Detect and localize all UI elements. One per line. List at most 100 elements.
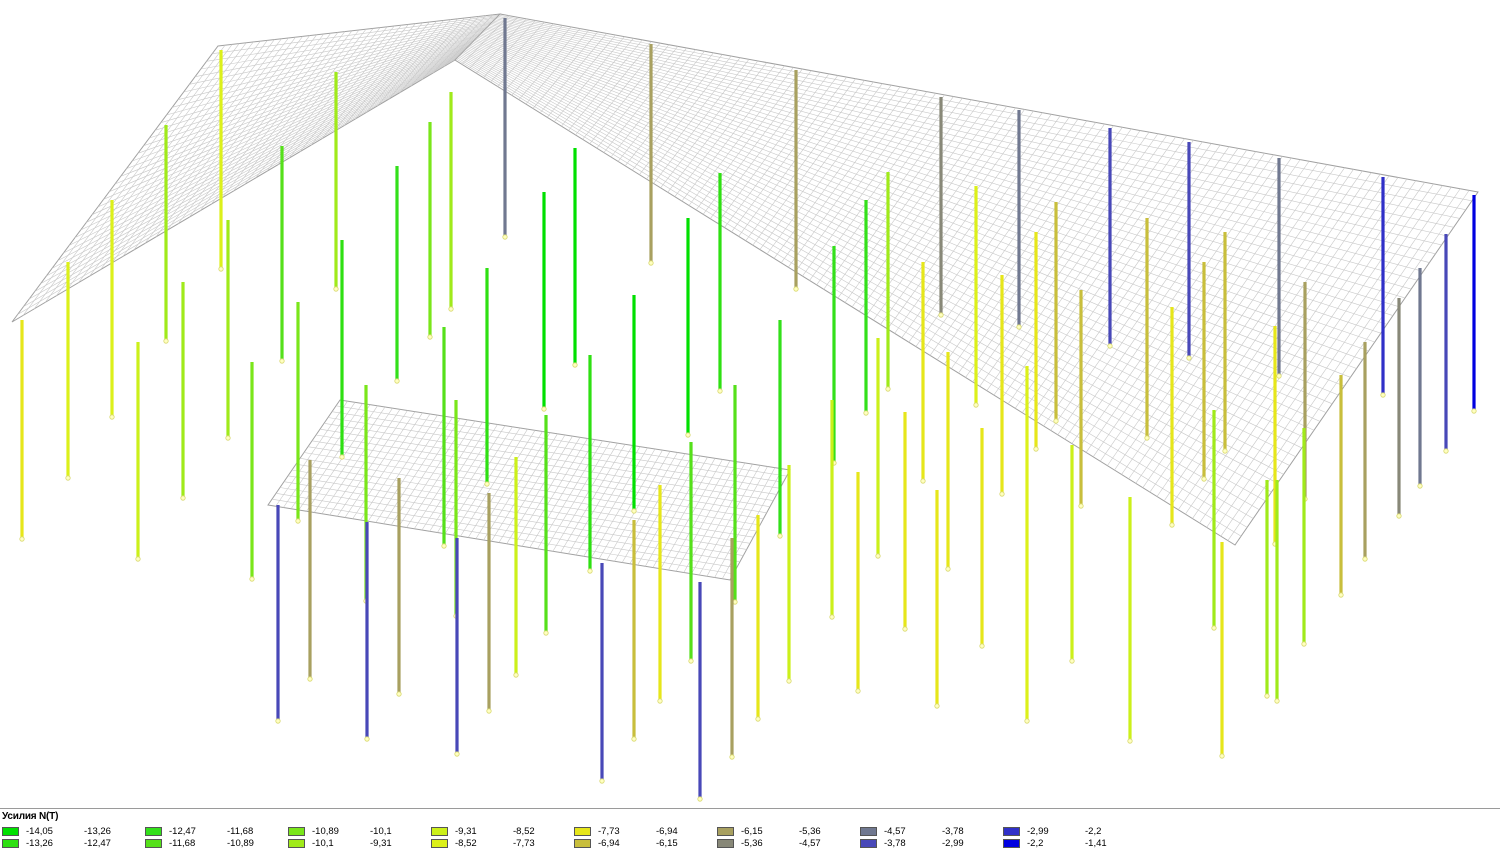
column-support bbox=[631, 736, 637, 742]
grid-line bbox=[315, 434, 771, 507]
legend-to: -8,52 bbox=[513, 826, 535, 837]
grid-line bbox=[488, 25, 1418, 281]
column bbox=[295, 302, 301, 524]
grid-line bbox=[481, 32, 1381, 334]
column bbox=[648, 44, 654, 266]
column-support bbox=[502, 234, 508, 240]
column bbox=[339, 240, 345, 460]
legend-from: -8,52 bbox=[455, 838, 477, 849]
legend-title: Усилия N(Т) bbox=[2, 811, 59, 822]
column bbox=[163, 125, 169, 344]
legend-from: -10,1 bbox=[312, 838, 334, 849]
grid-line bbox=[17, 58, 457, 315]
legend-from: -2,2 bbox=[1027, 838, 1044, 849]
grid-line bbox=[498, 14, 1472, 202]
column-support bbox=[572, 362, 578, 368]
column bbox=[513, 457, 519, 678]
legend-to: -2,2 bbox=[1085, 826, 1102, 837]
legend-swatch bbox=[860, 827, 877, 836]
grid-line bbox=[91, 41, 473, 215]
legend-swatch bbox=[145, 839, 162, 848]
column-support bbox=[938, 312, 944, 318]
column bbox=[249, 362, 255, 582]
column-support bbox=[729, 754, 735, 760]
column bbox=[587, 355, 593, 574]
column bbox=[1169, 307, 1175, 528]
grid-line bbox=[212, 14, 499, 54]
legend-swatch bbox=[717, 827, 734, 836]
column-support bbox=[1069, 658, 1075, 664]
legend-swatch bbox=[2, 827, 19, 836]
grid-line bbox=[63, 48, 467, 254]
legend-swatch bbox=[574, 827, 591, 836]
column bbox=[631, 520, 637, 742]
column-support bbox=[1264, 693, 1270, 699]
grid-line bbox=[109, 38, 477, 192]
grid-line bbox=[467, 47, 1302, 449]
column bbox=[1274, 480, 1280, 704]
force-legend: Усилия N(Т) -14,05 -13,26 -12,47 -11,68 -10,… bbox=[0, 808, 1500, 853]
column-support bbox=[717, 388, 723, 394]
column-support bbox=[599, 778, 605, 784]
column-support bbox=[180, 495, 186, 501]
column bbox=[755, 515, 761, 722]
column-support bbox=[657, 698, 663, 704]
grid-line bbox=[137, 31, 483, 154]
column-support bbox=[218, 266, 224, 272]
column bbox=[427, 122, 433, 340]
legend-from: -2,99 bbox=[1027, 826, 1049, 837]
column-support bbox=[875, 553, 881, 559]
grid-line bbox=[487, 26, 1412, 290]
grid-line bbox=[183, 21, 493, 93]
grid-line bbox=[455, 58, 1242, 537]
grid-line bbox=[457, 57, 1248, 528]
column bbox=[786, 465, 792, 684]
column-support bbox=[1222, 448, 1228, 454]
column bbox=[1362, 342, 1368, 562]
grid-line bbox=[46, 52, 463, 277]
grid-line bbox=[51, 50, 464, 269]
legend-from: -13,26 bbox=[26, 838, 53, 849]
legend-to: -11,68 bbox=[227, 826, 254, 837]
grid-line bbox=[74, 45, 469, 238]
column bbox=[599, 563, 605, 784]
grid-line bbox=[479, 34, 1369, 352]
grid-line bbox=[497, 16, 1466, 210]
column-support bbox=[1362, 556, 1368, 562]
grid-line bbox=[114, 36, 478, 185]
column-support bbox=[685, 432, 691, 438]
column-support bbox=[934, 703, 940, 709]
column bbox=[486, 493, 492, 714]
column bbox=[1016, 110, 1022, 330]
column-support bbox=[448, 306, 454, 312]
column bbox=[729, 538, 735, 760]
column bbox=[685, 218, 691, 438]
grid-line bbox=[154, 27, 487, 131]
column-support bbox=[863, 410, 869, 416]
column bbox=[543, 415, 549, 636]
grid-line bbox=[69, 46, 468, 246]
column bbox=[333, 72, 339, 292]
column-support bbox=[396, 691, 402, 697]
column-support bbox=[1338, 592, 1344, 598]
column-support bbox=[225, 435, 231, 441]
column bbox=[1301, 428, 1307, 647]
model-viewport[interactable] bbox=[0, 0, 1500, 808]
grid-line bbox=[477, 36, 1357, 369]
grid-line bbox=[490, 22, 1430, 263]
grid-line bbox=[291, 469, 751, 544]
column bbox=[1144, 218, 1150, 441]
column-support bbox=[484, 481, 490, 487]
grid-line bbox=[23, 57, 458, 307]
legend-swatch bbox=[717, 839, 734, 848]
column-support bbox=[1024, 718, 1030, 724]
column-support bbox=[1396, 513, 1402, 519]
column bbox=[793, 70, 799, 292]
column bbox=[572, 148, 578, 368]
column bbox=[541, 192, 547, 412]
column-support bbox=[109, 414, 115, 420]
grid-line bbox=[483, 30, 1387, 325]
column bbox=[973, 186, 979, 408]
column-support bbox=[454, 751, 460, 757]
column bbox=[394, 166, 400, 384]
